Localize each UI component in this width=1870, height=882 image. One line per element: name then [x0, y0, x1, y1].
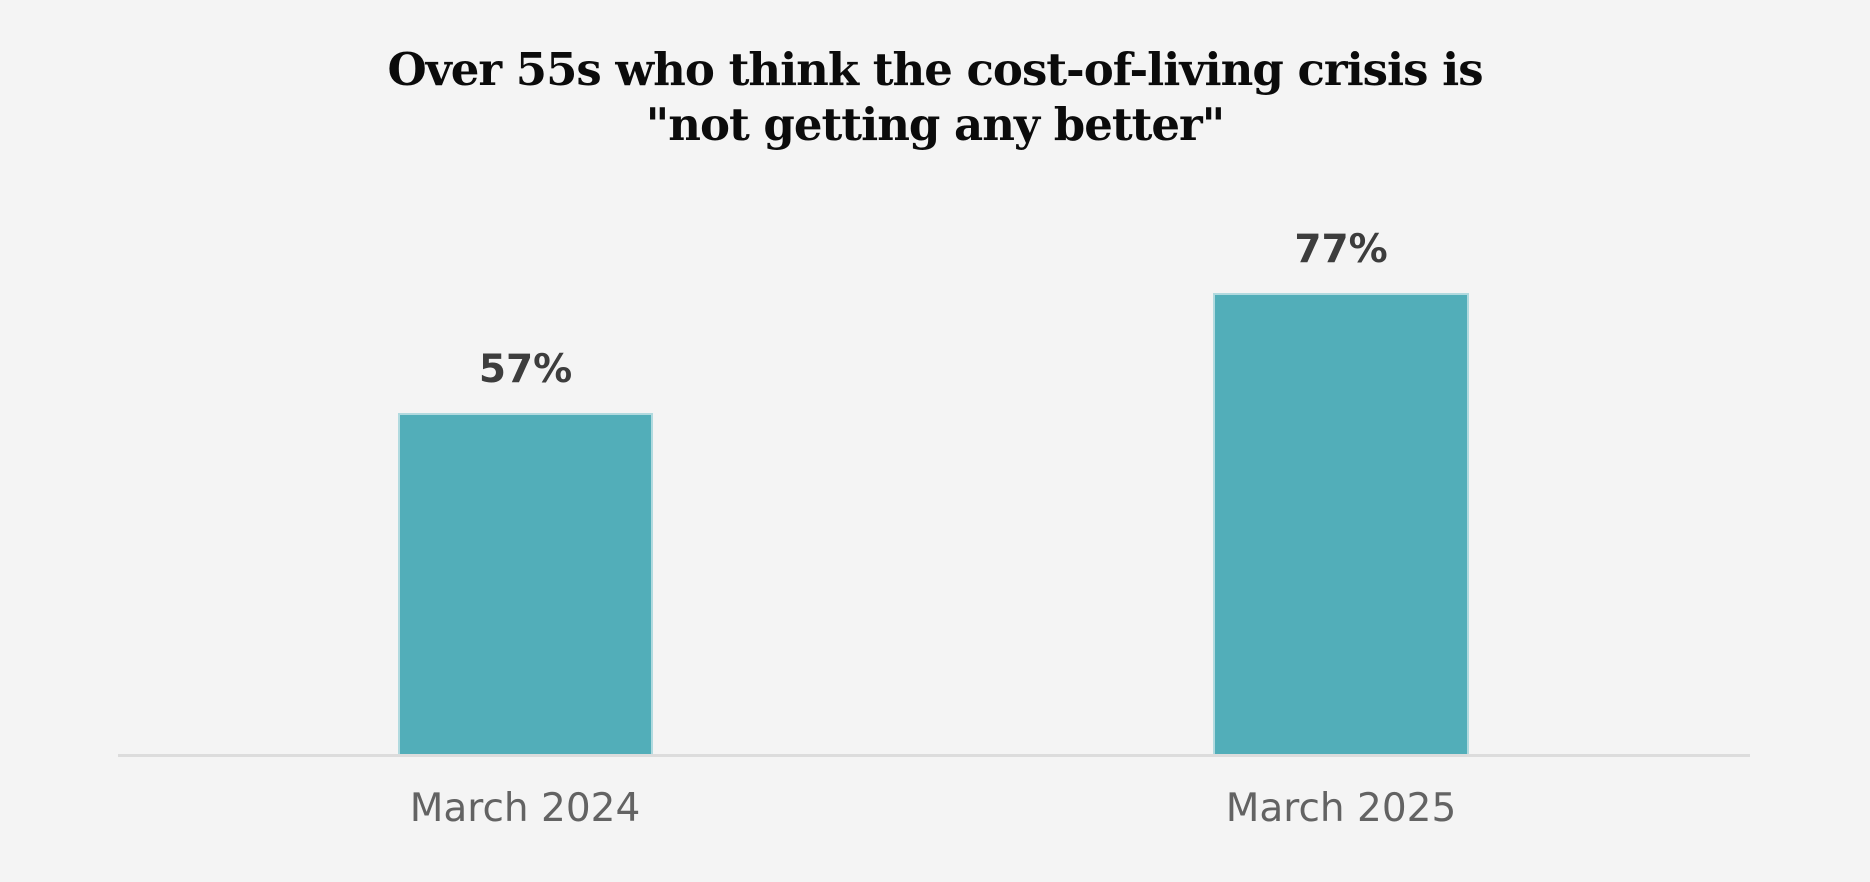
x-axis-line: [118, 754, 1750, 757]
x-axis-label-march-2025: March 2025: [1225, 786, 1457, 831]
x-axis-label-march-2024: March 2024: [409, 786, 641, 831]
bar-value-label-march-2024: 57%: [478, 347, 573, 392]
chart-title-line-2: "not getting any better": [645, 98, 1225, 151]
chart-title-line-1: Over 55s who think the cost-of-living cr…: [387, 43, 1483, 96]
bar-march-2024: 57%: [398, 350, 653, 757]
bar-march-2025: 77%: [1213, 230, 1469, 757]
chart-title: Over 55s who think the cost-of-living cr…: [0, 42, 1870, 152]
bar-value-label-march-2025: 77%: [1294, 227, 1388, 272]
